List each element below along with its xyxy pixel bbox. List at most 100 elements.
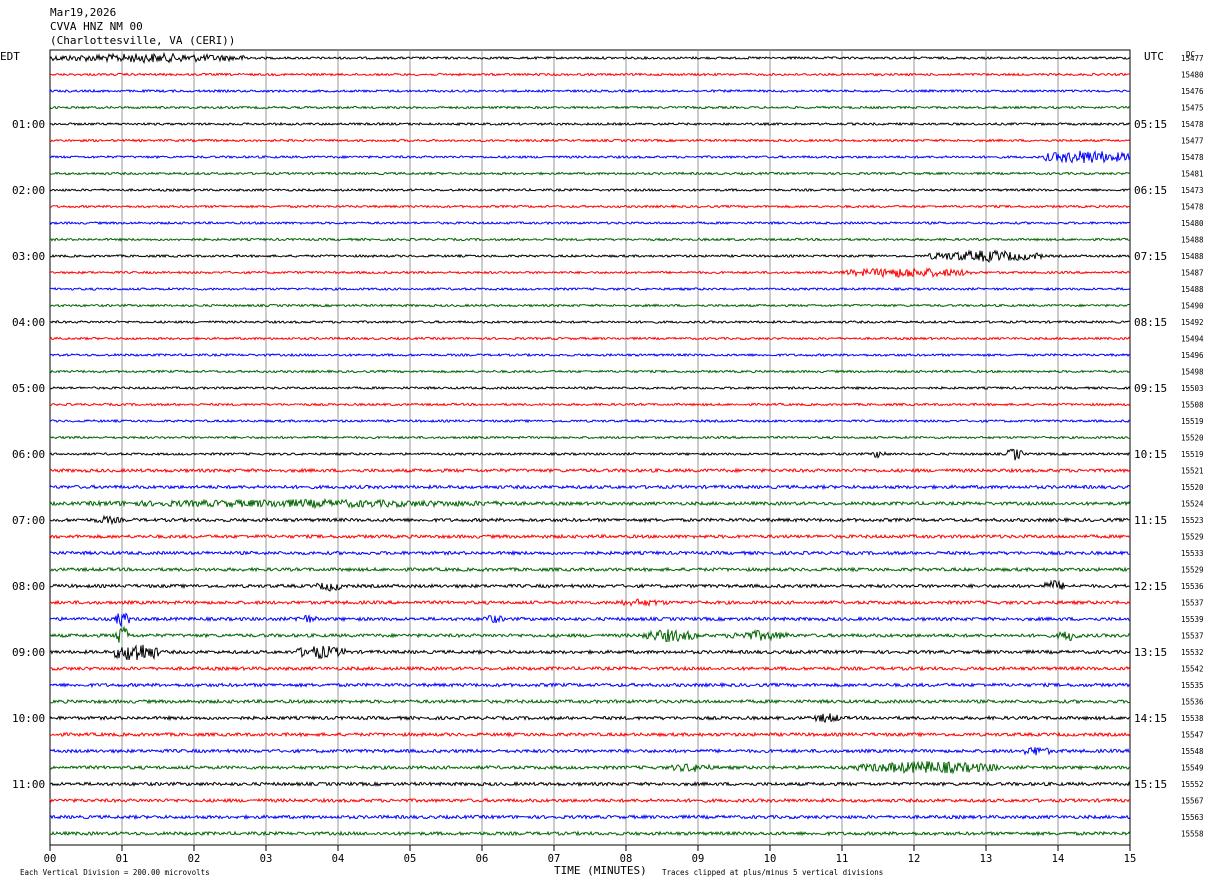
dc-value-label: 15488 [1181, 252, 1204, 261]
seismic-trace [49, 237, 1131, 242]
left-hour-label: 07:00 [12, 514, 45, 527]
dc-value-label: 15520 [1181, 434, 1204, 443]
seismic-trace [49, 746, 1131, 756]
seismic-trace [49, 830, 1131, 837]
x-tick-label: 08 [620, 853, 633, 865]
dc-value-label: 15542 [1181, 665, 1204, 674]
seismic-trace [49, 150, 1131, 164]
dc-value-label: 15539 [1181, 615, 1204, 624]
left-hour-label: 06:00 [12, 448, 45, 461]
left-hour-label: 03:00 [12, 250, 45, 263]
dc-value-label: 15480 [1181, 219, 1204, 228]
dc-value-label: 15519 [1181, 417, 1204, 426]
seismic-trace [49, 418, 1131, 424]
dc-value-label: 15533 [1181, 549, 1204, 558]
dc-value-label: 15558 [1181, 830, 1204, 839]
x-tick-label: 05 [404, 853, 417, 865]
dc-value-label: 15549 [1181, 764, 1204, 773]
seismic-trace [49, 612, 1131, 628]
right-hour-label: 13:15 [1134, 646, 1167, 659]
dc-value-label: 15548 [1181, 747, 1204, 756]
x-tick-label: 15 [1124, 853, 1137, 865]
left-hour-label: 10:00 [12, 712, 45, 725]
x-tick-label: 06 [476, 853, 489, 865]
seismic-trace [49, 352, 1131, 358]
seismic-trace [49, 385, 1131, 391]
seismic-trace [49, 286, 1131, 292]
trace-group [49, 51, 1131, 837]
dc-value-label: 15490 [1181, 302, 1204, 311]
seismic-trace [49, 713, 1131, 724]
dc-value-label: 15537 [1181, 632, 1204, 641]
x-tick-label: 12 [908, 853, 921, 865]
left-hour-label: 09:00 [12, 646, 45, 659]
dc-value-label: 15480 [1181, 71, 1204, 80]
dc-value-label: 15529 [1181, 566, 1204, 575]
dc-value-label: 15488 [1181, 285, 1204, 294]
dc-value-label: 15538 [1181, 714, 1204, 723]
seismic-trace [49, 665, 1131, 672]
dc-value-label: 15552 [1181, 780, 1204, 789]
seismic-trace [49, 625, 1131, 643]
right-hour-label: 05:15 [1134, 118, 1167, 131]
seismic-trace [49, 731, 1131, 738]
x-tick-label: 03 [260, 853, 273, 865]
seismic-trace [49, 549, 1130, 557]
plot-frame [49, 49, 1131, 846]
seismic-trace [49, 220, 1131, 226]
seismic-trace [49, 187, 1130, 193]
dc-value-label: 15536 [1181, 698, 1204, 707]
dc-value-label: 15503 [1181, 384, 1204, 393]
left-hour-label: 05:00 [12, 382, 45, 395]
dc-value-label: 15537 [1181, 599, 1204, 608]
seismic-trace [49, 483, 1131, 491]
dc-value-label: 15478 [1181, 153, 1204, 162]
dc-value-label: 15478 [1181, 120, 1204, 129]
dc-value-label: 15492 [1181, 318, 1204, 327]
x-tick-label: 04 [332, 853, 345, 865]
seismic-trace [49, 448, 1131, 461]
seismic-trace [49, 303, 1131, 308]
scale-note: Each Vertical Division = 200.00 microvol… [20, 868, 210, 877]
dc-value-label: 15521 [1181, 467, 1204, 476]
x-tick-label: 01 [116, 853, 129, 865]
x-tick-label: 00 [44, 853, 57, 865]
right-hour-label: 09:15 [1134, 382, 1167, 395]
seismic-trace [49, 204, 1131, 209]
seismic-trace [49, 435, 1131, 440]
right-hour-label: 10:15 [1134, 448, 1167, 461]
dc-value-label: 15476 [1181, 87, 1204, 96]
axis-labels: 00 01 02 03 04 05 06 07 08 09 10 11 12 13 14 15 15477 154… [12, 54, 1204, 865]
left-hour-label: 08:00 [12, 580, 45, 593]
right-hour-label: 15:15 [1134, 778, 1167, 791]
dc-value-label: 15520 [1181, 483, 1204, 492]
left-hour-label: 02:00 [12, 184, 45, 197]
dc-value-label: 15547 [1181, 731, 1204, 740]
x-axis-title: TIME (MINUTES) [554, 864, 647, 877]
station-label: CVVA HNZ NM 00 [50, 20, 143, 33]
right-timezone-label: UTC [1144, 50, 1164, 63]
dc-value-label: 15494 [1181, 335, 1204, 344]
seismic-trace [49, 497, 1131, 510]
right-hour-label: 11:15 [1134, 514, 1167, 527]
seismic-trace [49, 644, 1131, 661]
seismic-trace [49, 121, 1131, 127]
dc-value-label: 15496 [1181, 351, 1204, 360]
x-tick-label: 09 [692, 853, 705, 865]
seismic-trace [49, 467, 1131, 474]
dc-value-label: 15529 [1181, 533, 1204, 542]
seismic-trace [49, 780, 1131, 788]
dc-value-label: 15535 [1181, 681, 1204, 690]
seismic-trace [49, 533, 1131, 540]
seismic-trace [49, 813, 1131, 821]
seismic-trace [49, 105, 1131, 110]
seismic-trace [49, 88, 1130, 94]
dc-value-label: 15473 [1181, 186, 1204, 195]
dc-value-label: 15532 [1181, 648, 1204, 657]
right-hour-label: 06:15 [1134, 184, 1167, 197]
seismic-trace [49, 760, 1131, 775]
seismic-trace [49, 138, 1131, 143]
seismic-trace [49, 249, 1131, 263]
dc-value-label: 15536 [1181, 582, 1204, 591]
